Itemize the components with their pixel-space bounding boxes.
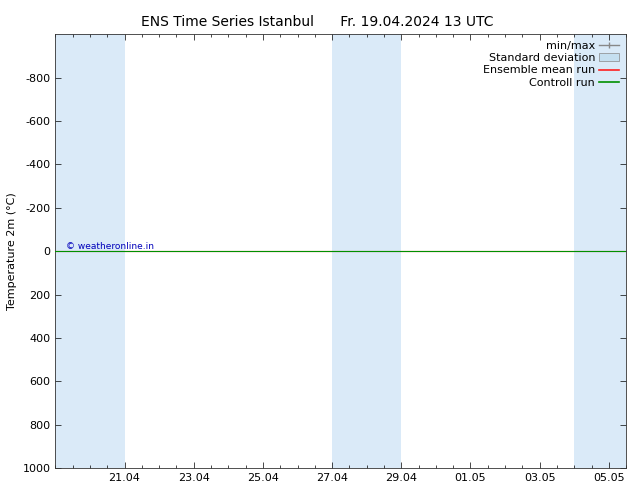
Text: © weatheronline.in: © weatheronline.in (66, 242, 153, 251)
Bar (55, 34, 124, 468)
Legend: min/max, Standard deviation, Ensemble mean run, Controll run: min/max, Standard deviation, Ensemble me… (478, 37, 624, 92)
Text: ENS Time Series Istanbul      Fr. 19.04.2024 13 UTC: ENS Time Series Istanbul Fr. 19.04.2024 … (141, 15, 493, 29)
Bar (332, 34, 366, 468)
Y-axis label: Temperature 2m (°C): Temperature 2m (°C) (7, 193, 17, 310)
Bar (574, 34, 626, 468)
Bar (366, 34, 401, 468)
